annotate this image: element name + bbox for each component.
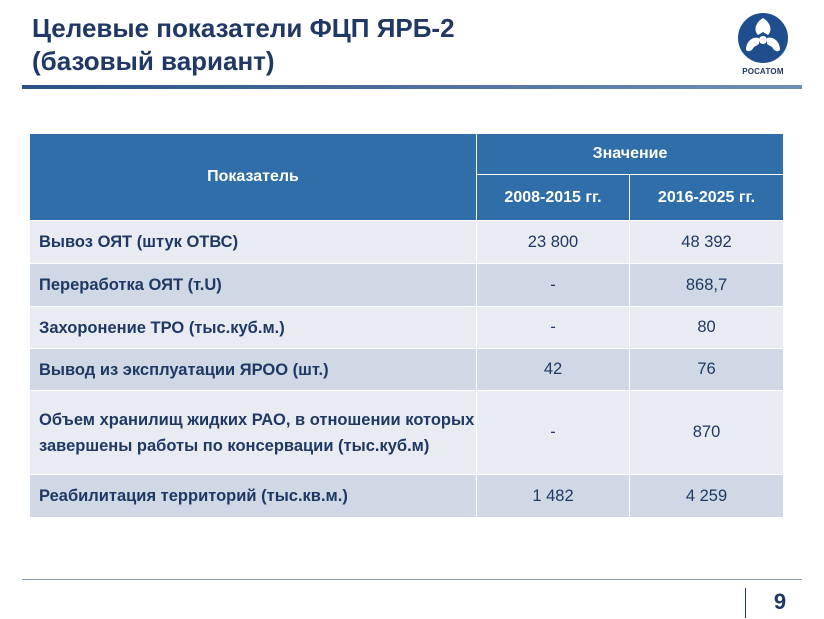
header-period-2: 2016-2025 гг. bbox=[629, 174, 784, 221]
header-period-1: 2008-2015 гг. bbox=[476, 174, 630, 221]
table-row: Вывоз ОЯТ (штук ОТВС) 23 800 48 392 bbox=[29, 220, 784, 264]
row-label: Переработка ОЯТ (т.U) bbox=[29, 263, 477, 307]
table-row: Объем хранилищ жидких РАО, в отношении к… bbox=[29, 390, 784, 475]
row-label: Захоронение ТРО (тыс.куб.м.) bbox=[29, 306, 477, 349]
row-value-2016-2025: 870 bbox=[629, 390, 784, 475]
table-row: Вывод из эксплуатации ЯРОО (шт.) 42 76 bbox=[29, 348, 784, 391]
slide-title-line2: (базовый вариант) bbox=[32, 46, 275, 76]
header-indicator: Показатель bbox=[29, 133, 477, 221]
row-value-2016-2025: 868,7 bbox=[629, 263, 784, 307]
footer-divider bbox=[22, 579, 802, 580]
slide-title: Целевые показатели ФЦП ЯРБ-2 (базовый ва… bbox=[32, 12, 455, 78]
row-value-2016-2025: 80 bbox=[629, 306, 784, 349]
row-value-2008-2015: - bbox=[476, 390, 630, 475]
row-value-2008-2015: 1 482 bbox=[476, 474, 630, 518]
row-value-2008-2015: - bbox=[476, 263, 630, 307]
row-value-2008-2015: 23 800 bbox=[476, 220, 630, 264]
row-label: Вывод из эксплуатации ЯРОО (шт.) bbox=[29, 348, 477, 391]
rosatom-emblem-icon bbox=[738, 13, 788, 63]
row-value-2016-2025: 76 bbox=[629, 348, 784, 391]
title-divider bbox=[22, 85, 802, 89]
logo-text: РОСАТОМ bbox=[742, 67, 784, 76]
table-row: Переработка ОЯТ (т.U) - 868,7 bbox=[29, 263, 784, 307]
row-label: Объем хранилищ жидких РАО, в отношении к… bbox=[29, 390, 477, 475]
row-label: Реабилитация территорий (тыс.кв.м.) bbox=[29, 474, 477, 518]
table-row: Реабилитация территорий (тыс.кв.м.) 1 48… bbox=[29, 474, 784, 518]
row-label: Вывоз ОЯТ (штук ОТВС) bbox=[29, 220, 477, 264]
row-value-2016-2025: 48 392 bbox=[629, 220, 784, 264]
row-value-2008-2015: - bbox=[476, 306, 630, 349]
row-value-2016-2025: 4 259 bbox=[629, 474, 784, 518]
page-number-separator bbox=[745, 588, 746, 618]
page-number: 9 bbox=[773, 589, 787, 614]
table-row: Захоронение ТРО (тыс.куб.м.) - 80 bbox=[29, 306, 784, 349]
rosatom-logo: РОСАТОМ bbox=[733, 12, 793, 82]
header-value: Значение bbox=[476, 133, 784, 175]
slide-title-line1: Целевые показатели ФЦП ЯРБ-2 bbox=[32, 13, 455, 43]
row-value-2008-2015: 42 bbox=[476, 348, 630, 391]
targets-table: Показатель Значение 2008-2015 гг. 2016-2… bbox=[29, 133, 784, 518]
